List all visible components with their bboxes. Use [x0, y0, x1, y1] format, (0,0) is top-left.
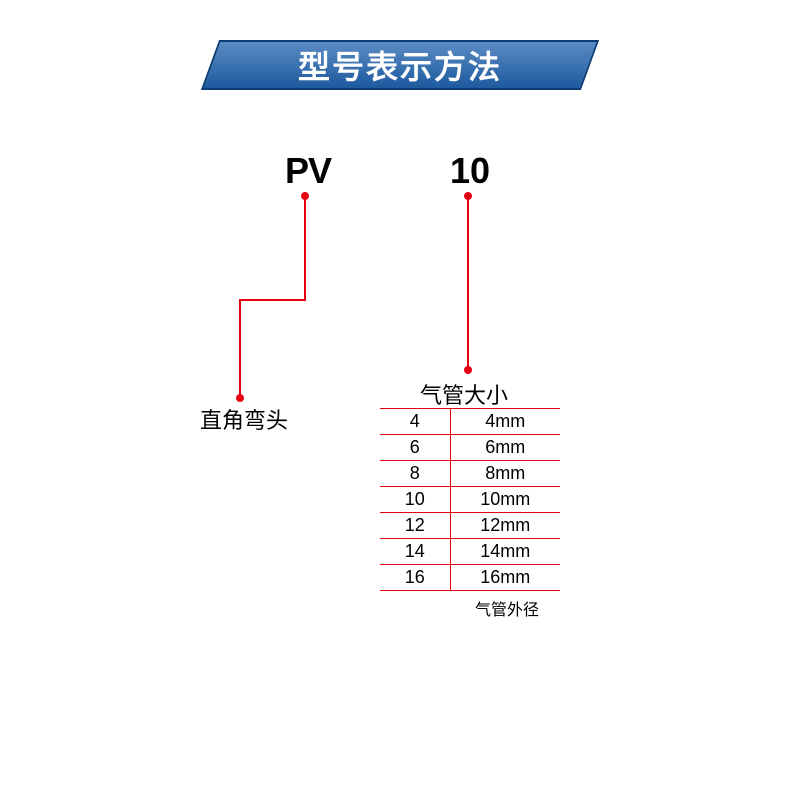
size-code-cell: 14: [380, 539, 450, 565]
size-value-cell: 14mm: [450, 539, 560, 565]
connector-lines: [0, 0, 800, 800]
size-value-cell: 6mm: [450, 435, 560, 461]
size-code-cell: 8: [380, 461, 450, 487]
table-row: 88mm: [380, 461, 560, 487]
size-value-cell: 12mm: [450, 513, 560, 539]
size-value-cell: 4mm: [450, 409, 560, 435]
size-value-cell: 8mm: [450, 461, 560, 487]
size-value-cell: 16mm: [450, 565, 560, 591]
title-text: 型号表示方法: [298, 42, 502, 88]
table-row: 1010mm: [380, 487, 560, 513]
size-code-cell: 16: [380, 565, 450, 591]
size-code-cell: 4: [380, 409, 450, 435]
table-row: 1616mm: [380, 565, 560, 591]
size-code-cell: 6: [380, 435, 450, 461]
size-table: 44mm66mm88mm1010mm1212mm1414mm1616mm: [380, 408, 560, 591]
size-code-cell: 12: [380, 513, 450, 539]
model-code-prefix: PV: [285, 150, 331, 192]
size-value-cell: 10mm: [450, 487, 560, 513]
size-code-cell: 10: [380, 487, 450, 513]
model-code-size: 10: [450, 150, 490, 192]
table-row: 66mm: [380, 435, 560, 461]
table-row: 1414mm: [380, 539, 560, 565]
title-banner: 型号表示方法: [201, 40, 599, 90]
table-footer-label: 气管外径: [475, 596, 539, 620]
size-label: 气管大小: [420, 378, 508, 410]
table-row: 1212mm: [380, 513, 560, 539]
prefix-label: 直角弯头: [200, 403, 288, 435]
table-row: 44mm: [380, 409, 560, 435]
